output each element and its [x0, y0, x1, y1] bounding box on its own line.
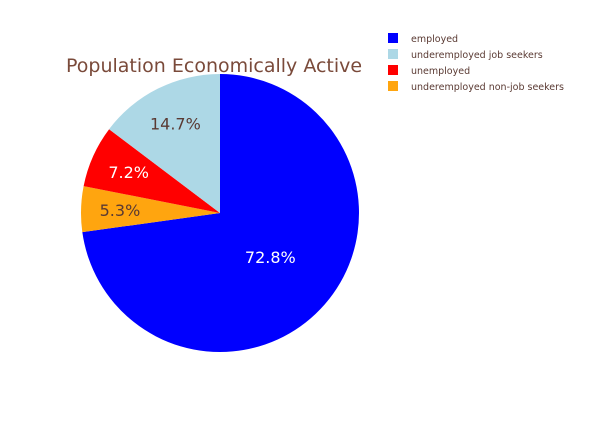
legend-swatch [388, 33, 398, 43]
legend-swatch [388, 81, 398, 91]
slice-label: 5.3% [100, 201, 141, 220]
pie-slice-labels: 72.8% 5.3% 7.2% 14.7% [100, 114, 296, 266]
legend-item[interactable]: underemployed non-job seekers [388, 81, 564, 93]
legend-label: underemployed job seekers [411, 50, 543, 61]
legend-item[interactable]: employed [388, 33, 458, 45]
slice-label: 72.8% [245, 248, 296, 267]
legend-swatch [388, 65, 398, 75]
pie-slice-unemployed[interactable] [83, 129, 220, 213]
legend: employed underemployed job seekers unemplo… [388, 33, 564, 93]
pie-slice-employed[interactable] [82, 74, 360, 352]
pie-slices [81, 74, 360, 352]
pie-slice-underemployed-non-job-seekers[interactable] [81, 186, 220, 233]
slice-label: 7.2% [108, 163, 149, 182]
legend-label: unemployed [411, 66, 470, 77]
pie-slice-underemployed-job-seekers[interactable] [109, 74, 220, 213]
legend-item[interactable]: underemployed job seekers [388, 49, 543, 61]
legend-item[interactable]: unemployed [388, 65, 470, 77]
slice-label: 14.7% [150, 114, 201, 133]
legend-swatch [388, 49, 398, 59]
legend-label: underemployed non-job seekers [411, 82, 564, 93]
chart-title: Population Economically Active [66, 55, 362, 77]
legend-label: employed [411, 34, 458, 45]
